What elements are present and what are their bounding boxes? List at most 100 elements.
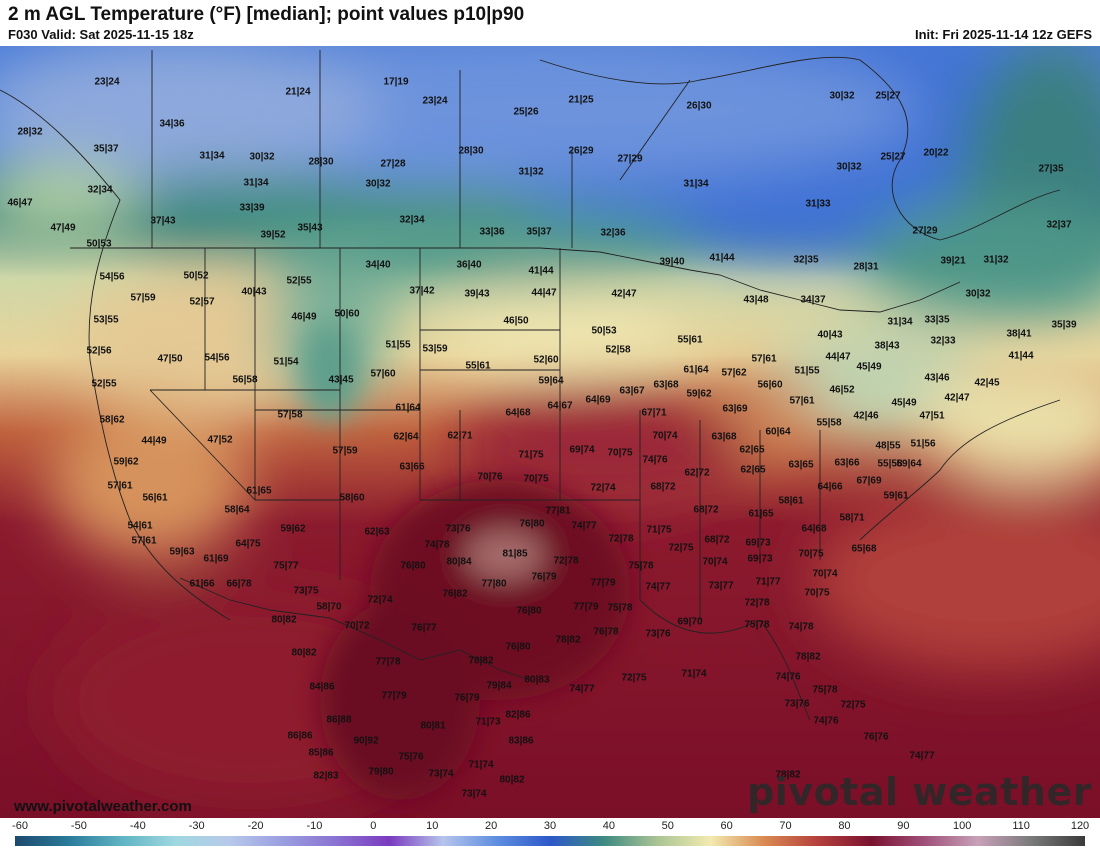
point-value: 75|78 [628,560,654,572]
point-value: 77|79 [590,577,616,589]
point-value: 70|74 [652,430,678,442]
point-value: 39|40 [659,256,685,268]
point-value: 58|61 [778,495,804,507]
point-value: 61|64 [683,364,709,376]
point-value: 79|80 [368,766,394,778]
point-value: 28|30 [308,156,334,168]
init-time: Init: Fri 2025-11-14 12z GEFS [914,27,1092,42]
point-value: 62|65 [740,464,766,476]
point-value: 73|75 [293,585,319,597]
point-value: 45|49 [891,397,917,409]
point-value: 70|74 [812,568,838,580]
point-value: 70|76 [477,471,503,483]
point-value: 55|58 [816,417,842,429]
point-value: 46|47 [7,197,33,209]
point-value: 71|74 [468,759,494,771]
point-value: 77|80 [481,578,507,590]
point-value: 32|35 [793,254,819,266]
point-value: 59|62 [113,456,139,468]
point-value: 30|32 [836,161,862,173]
point-value: 41|44 [709,252,735,264]
point-value: 27|29 [912,225,938,237]
point-value: 55|61 [677,334,703,346]
point-value: 55|58 [877,458,903,470]
point-value: 42|47 [611,288,637,300]
point-value: 78|82 [795,651,821,663]
point-value: 73|77 [708,580,734,592]
point-value: 66|78 [226,578,252,590]
point-value: 80|82 [271,614,297,626]
point-value: 28|30 [458,145,484,157]
point-value: 52|58 [605,344,631,356]
point-value: 71|74 [681,668,707,680]
point-value: 38|41 [1006,328,1032,340]
point-value: 80|81 [420,720,446,732]
colorbar-tick: 80 [838,820,851,832]
point-value: 68|72 [693,504,719,516]
coastlines [0,89,1061,721]
point-value: 35|37 [93,143,119,155]
point-value: 63|68 [711,431,737,443]
point-value: 76|80 [400,560,426,572]
point-value: 51|55 [794,365,820,377]
colorbar-strip [15,836,1085,846]
point-value: 75|76 [398,751,424,763]
point-value: 74|76 [775,671,801,683]
point-value: 54|61 [127,520,153,532]
point-value: 64|69 [585,394,611,406]
point-value: 70|75 [804,587,830,599]
point-value: 50|53 [591,325,617,337]
point-value: 63|67 [619,385,645,397]
point-value: 57|60 [370,368,396,380]
point-value: 70|75 [798,548,824,560]
point-value: 74|77 [645,581,671,593]
point-value: 67|69 [856,475,882,487]
point-value: 56|60 [757,379,783,391]
point-value: 74|77 [909,750,935,762]
point-value: 72|75 [840,699,866,711]
point-value: 27|29 [617,153,643,165]
point-value: 46|52 [829,384,855,396]
point-value: 64|68 [801,523,827,535]
point-value: 64|66 [817,481,843,493]
point-value: 57|59 [332,445,358,457]
colorbar-tick: 70 [779,820,792,832]
point-value: 35|43 [297,222,323,234]
point-value: 31|34 [887,316,913,328]
point-value: 78|82 [555,634,581,646]
point-value: 51|55 [385,339,411,351]
point-value: 74|77 [569,683,595,695]
point-value: 33|35 [924,314,950,326]
colorbar-tick: -10 [306,820,323,832]
point-value: 32|33 [930,335,956,347]
point-value: 57|61 [107,480,133,492]
point-value: 37|43 [150,215,176,227]
header: 2 m AGL Temperature (°F) [median]; point… [0,0,1100,46]
canada-province-lines [151,50,691,248]
point-value: 30|32 [249,151,275,163]
canada-north-coast [539,56,1061,241]
point-value: 76|80 [516,605,542,617]
point-value: 68|72 [704,534,730,546]
point-value: 69|73 [745,537,771,549]
point-value: 21|25 [568,94,594,106]
point-value: 70|72 [344,620,370,632]
point-value: 72|75 [668,542,694,554]
point-value: 57|59 [130,292,156,304]
brand-logo: pivotal weather [747,770,1092,814]
point-value: 32|37 [1046,219,1072,231]
point-value: 30|32 [965,288,991,300]
point-value: 35|37 [526,226,552,238]
point-value: 76|78 [593,626,619,638]
point-value: 70|75 [607,447,633,459]
point-value: 17|19 [383,76,409,88]
point-value: 25|26 [513,106,539,118]
point-value: 21|24 [285,86,311,98]
point-value: 23|24 [422,95,448,107]
colorbar-tick: 90 [897,820,910,832]
point-value: 64|68 [505,407,531,419]
point-value: 54|56 [99,271,125,283]
point-value: 61|69 [203,553,229,565]
point-value: 64|67 [547,400,573,412]
point-value: 51|54 [273,356,299,368]
